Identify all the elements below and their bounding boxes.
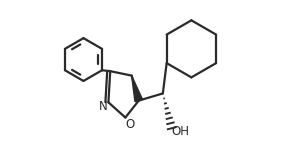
Text: N: N — [99, 100, 108, 113]
Text: OH: OH — [172, 125, 190, 138]
Polygon shape — [132, 76, 142, 102]
Text: O: O — [125, 118, 135, 131]
